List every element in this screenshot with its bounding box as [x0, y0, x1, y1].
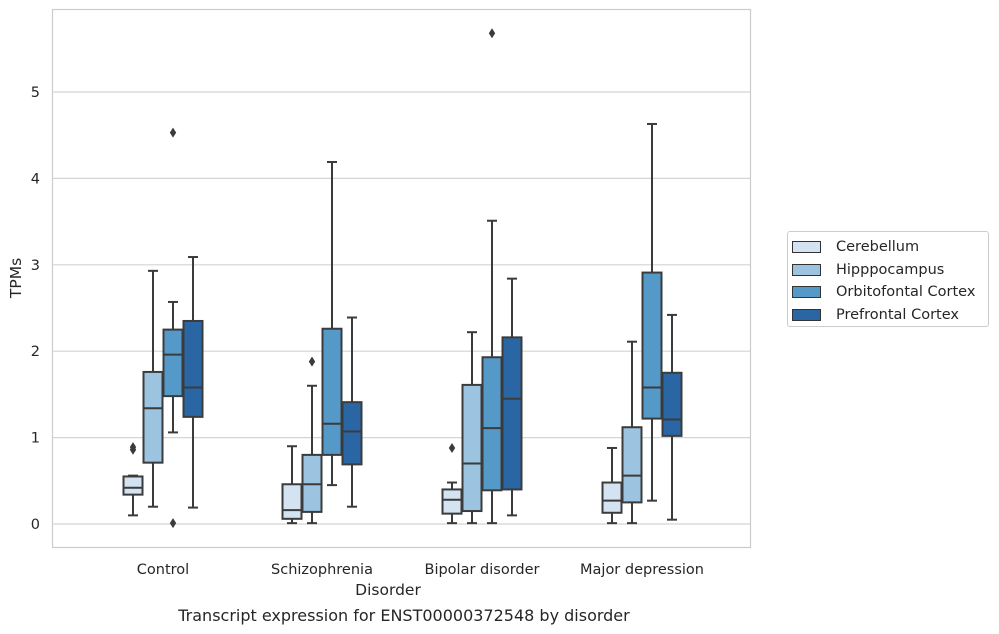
- box-prefrontal-cortex: [341, 316, 363, 508]
- box-cerebellum: [122, 442, 144, 517]
- x-axis-label: Disorder: [355, 581, 421, 599]
- box-iqr: [621, 426, 643, 504]
- legend: Cerebellum Hipppocampus Orbitofontal Cor…: [787, 231, 989, 327]
- box-iqr: [641, 271, 663, 420]
- x-tick-label: Control: [137, 562, 189, 578]
- box-prefrontal-cortex: [501, 277, 523, 517]
- box-iqr: [142, 370, 164, 464]
- box-orbitofontal-cortex: [321, 160, 343, 487]
- box-orbitofontal-cortex: [162, 127, 184, 529]
- box-iqr: [481, 356, 503, 492]
- box-iqr: [162, 328, 184, 398]
- figure-caption: Transcript expression for ENST0000037254…: [0, 606, 800, 625]
- box-iqr: [501, 336, 523, 491]
- boxes: [122, 28, 683, 529]
- box-cerebellum: [601, 446, 623, 525]
- box-iqr: [661, 371, 683, 437]
- legend-label: Cerebellum: [836, 239, 920, 256]
- y-tick-label: 4: [31, 171, 40, 187]
- legend-item: Hipppocampus: [792, 259, 988, 282]
- box-prefrontal-cortex: [661, 313, 683, 521]
- box-iqr: [341, 401, 363, 466]
- x-tick-label: Schizophrenia: [271, 562, 373, 578]
- box-cerebellum: [441, 442, 463, 525]
- y-axis-label: TPMs: [7, 258, 25, 299]
- legend-swatch: [792, 241, 821, 254]
- box-hipppocampus: [461, 331, 483, 525]
- plot-area-frame: [51, 8, 752, 549]
- box-iqr: [461, 383, 483, 513]
- y-tick-label: 1: [31, 431, 40, 447]
- outlier-point: [129, 442, 137, 453]
- box-hipppocampus: [301, 356, 323, 525]
- x-tick-label: Bipolar disorder: [425, 562, 540, 578]
- legend-swatch: [792, 286, 821, 299]
- box-orbitofontal-cortex: [481, 28, 503, 525]
- box-cerebellum: [281, 445, 303, 525]
- legend-swatch: [792, 263, 821, 276]
- x-tick-label: Major depression: [580, 562, 704, 578]
- y-tick-labels: 0 1 2 3 4 5: [31, 85, 40, 533]
- outlier-point: [448, 442, 456, 453]
- legend-item: Cerebellum: [792, 236, 988, 259]
- box-hipppocampus: [142, 269, 164, 508]
- legend-label: Prefrontal Cortex: [836, 306, 959, 323]
- y-tick-label: 3: [31, 258, 40, 274]
- legend-item: Prefrontal Cortex: [792, 304, 988, 327]
- outlier-point: [169, 127, 177, 138]
- legend-item: Orbitofontal Cortex: [792, 281, 988, 304]
- box-prefrontal-cortex: [182, 256, 204, 509]
- y-tick-label: 0: [31, 517, 40, 533]
- legend-swatch: [792, 308, 821, 321]
- box-iqr: [321, 327, 343, 456]
- box-iqr: [122, 475, 144, 496]
- legend-label: Orbitofontal Cortex: [836, 284, 976, 301]
- y-tick-label: 5: [31, 85, 40, 101]
- box-orbitofontal-cortex: [641, 122, 663, 502]
- box-hipppocampus: [621, 340, 643, 525]
- box-iqr: [441, 488, 463, 515]
- figure-caption-text: Transcript expression for ENST0000037254…: [178, 606, 630, 625]
- box-iqr: [601, 481, 623, 514]
- box-iqr: [281, 483, 303, 520]
- box-iqr: [182, 319, 204, 418]
- outlier-point: [169, 518, 177, 529]
- x-tick-labels: Control Schizophrenia Bipolar disorder Majo…: [137, 562, 704, 578]
- y-tick-label: 2: [31, 344, 40, 360]
- outlier-point: [308, 356, 316, 367]
- legend-label: Hipppocampus: [836, 261, 945, 278]
- outlier-point: [488, 28, 496, 39]
